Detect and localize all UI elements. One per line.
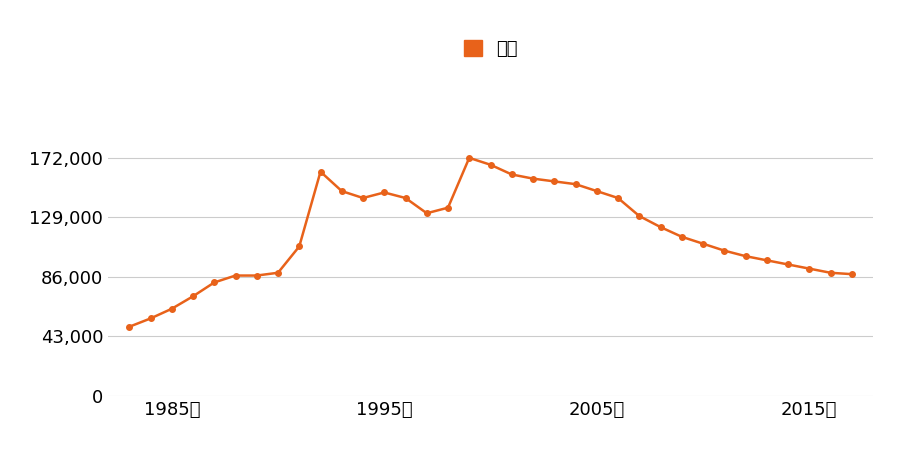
Legend: 価格: 価格 xyxy=(456,32,525,65)
